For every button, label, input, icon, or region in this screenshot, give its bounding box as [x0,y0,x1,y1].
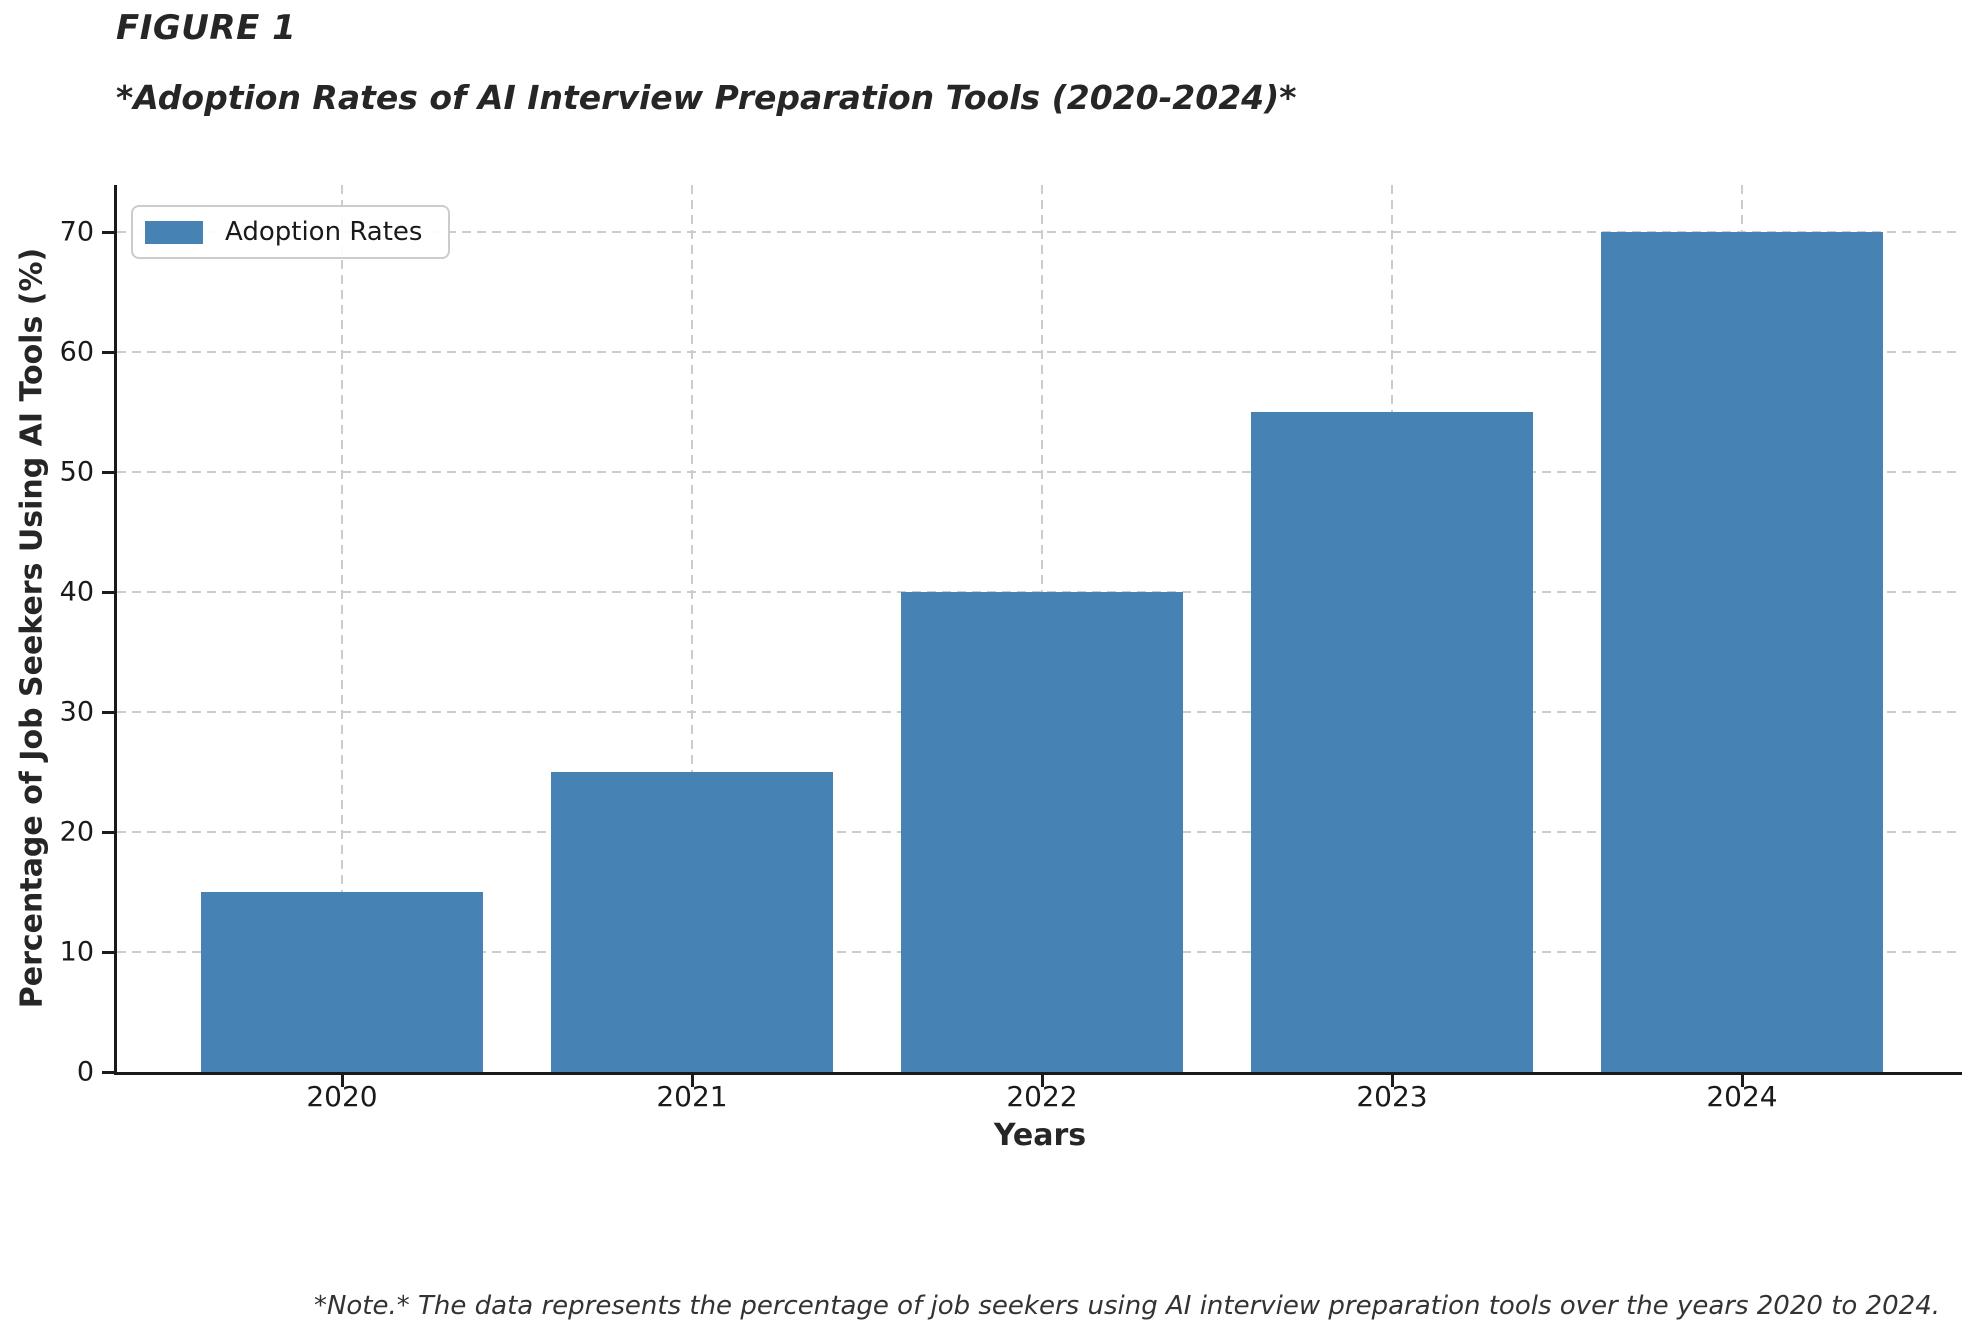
y-tick-mark [102,351,117,354]
legend-swatch-icon [145,220,203,244]
x-tick-mark [1041,1072,1044,1087]
legend-label: Adoption Rates [225,217,423,247]
x-axis-spine [114,1072,1962,1075]
x-axis-label: Years [993,1118,1087,1153]
y-tick-label: 40 [59,576,94,608]
y-tick-label: 0 [76,1056,94,1088]
x-tick-mark [1391,1072,1394,1087]
y-tick-mark [102,471,117,474]
y-tick-label: 20 [59,816,94,848]
x-tick-mark [691,1072,694,1087]
y-tick-label: 30 [59,696,94,728]
y-gridline [117,471,1962,473]
y-axis-spine [114,185,117,1075]
y-tick-mark [102,951,117,954]
bar-2024 [1601,232,1883,1072]
y-tick-mark [102,1071,117,1074]
plot-area: 0 10 20 30 40 50 60 70 2020 2021 2022 2023 2024 Adop… [60,185,1962,1113]
x-gridline [691,185,693,1072]
y-tick-label: 50 [59,456,94,488]
x-tick-mark [1741,1072,1744,1087]
y-tick-mark [102,831,117,834]
y-gridline [117,231,1962,233]
figure-note: *Note.* The data represents the percenta… [313,1291,1940,1321]
x-gridline [341,185,343,1072]
y-tick-label: 10 [59,936,94,968]
x-tick-mark [341,1072,344,1087]
legend: Adoption Rates [131,205,451,259]
y-tick-mark [102,711,117,714]
bar-2023 [1251,412,1533,1072]
y-gridline [117,351,1962,353]
y-tick-label: 60 [59,336,94,368]
bar-2021 [551,772,833,1072]
figure-title: *Adoption Rates of AI Interview Preparat… [116,78,1297,117]
y-tick-mark [102,231,117,234]
y-tick-mark [102,591,117,594]
bar-2020 [201,892,483,1072]
figure-label: FIGURE 1 [116,8,297,48]
y-tick-label: 70 [59,216,94,248]
bar-2022 [901,592,1183,1072]
